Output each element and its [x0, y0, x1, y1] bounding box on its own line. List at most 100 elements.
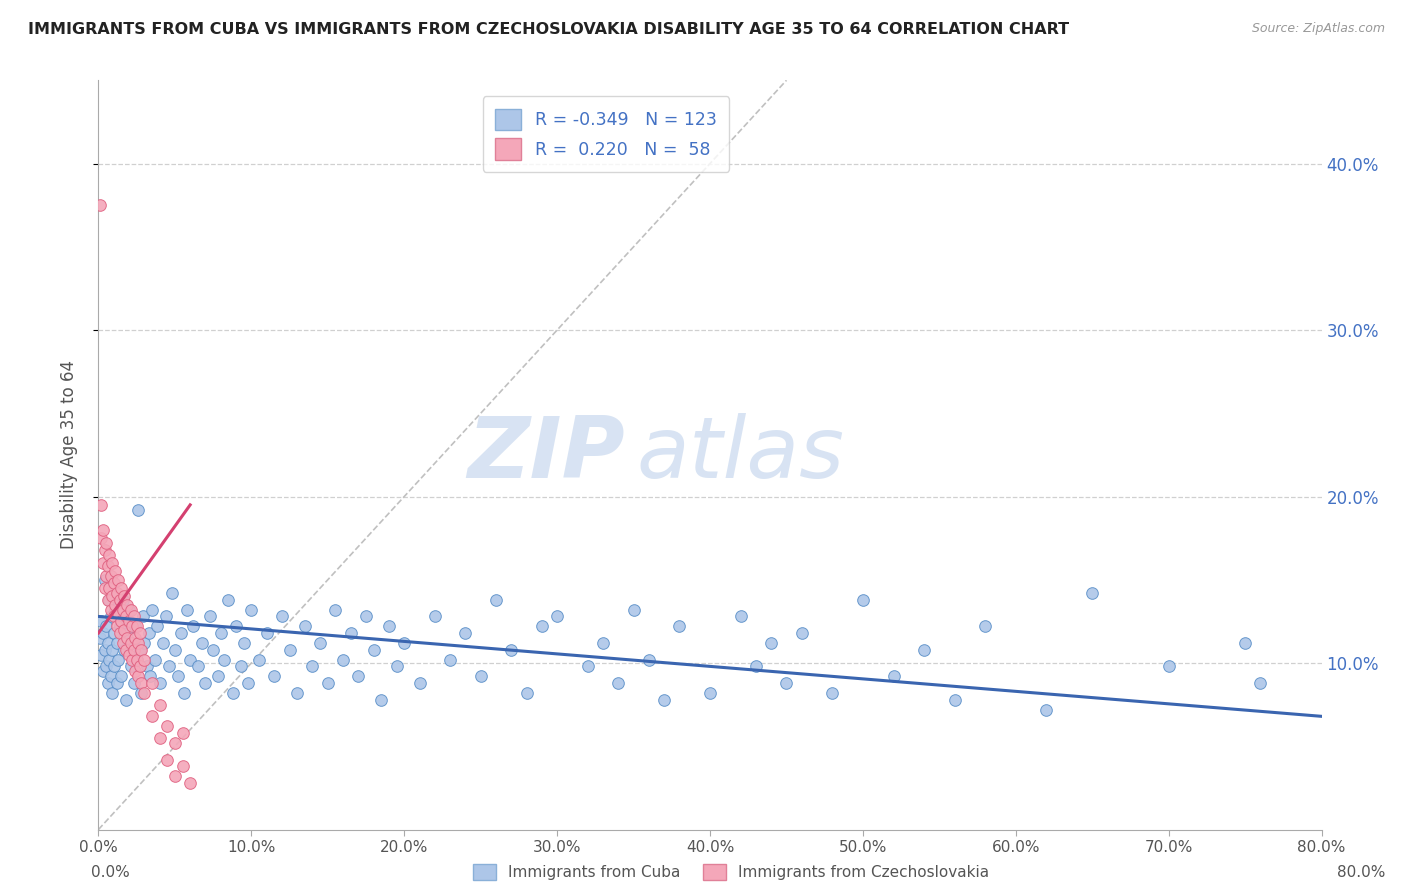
Point	[141, 603, 163, 617]
Point	[104, 598, 127, 612]
Point	[98, 581, 121, 595]
Legend: R = -0.349   N = 123, R =  0.220   N =  58: R = -0.349 N = 123, R = 0.220 N = 58	[484, 96, 730, 172]
Point	[181, 619, 204, 633]
Point	[378, 619, 401, 633]
Point	[101, 556, 124, 570]
Point	[163, 642, 186, 657]
Y-axis label: Disability Age 35 to 64: Disability Age 35 to 64	[59, 360, 77, 549]
Point	[112, 590, 135, 604]
Point	[118, 615, 141, 629]
Point	[111, 603, 134, 617]
Point	[108, 626, 131, 640]
Point	[974, 619, 997, 633]
Point	[470, 669, 492, 683]
Point	[94, 619, 117, 633]
Point	[89, 198, 111, 212]
Point	[212, 653, 235, 667]
Point	[101, 590, 124, 604]
Point	[385, 659, 408, 673]
Point	[363, 642, 385, 657]
Point	[912, 642, 935, 657]
Point	[143, 653, 166, 667]
Point	[278, 642, 301, 657]
Point	[217, 592, 239, 607]
Point	[225, 619, 247, 633]
Point	[91, 665, 114, 679]
Point	[172, 759, 194, 773]
Point	[115, 609, 138, 624]
Point	[98, 653, 121, 667]
Point	[90, 531, 112, 545]
Point	[115, 642, 138, 657]
Point	[127, 503, 149, 517]
Point	[156, 719, 179, 733]
Point	[103, 609, 125, 624]
Point	[125, 619, 148, 633]
Point	[222, 686, 245, 700]
Point	[103, 626, 125, 640]
Point	[127, 636, 149, 650]
Point	[238, 676, 260, 690]
Point	[501, 642, 523, 657]
Point	[124, 631, 146, 645]
Point	[325, 603, 347, 617]
Point	[668, 619, 690, 633]
Point	[392, 636, 416, 650]
Point	[167, 669, 190, 683]
Point	[1234, 636, 1257, 650]
Point	[301, 659, 323, 673]
Point	[125, 653, 148, 667]
Point	[122, 676, 145, 690]
Point	[91, 556, 114, 570]
Text: IMMIGRANTS FROM CUBA VS IMMIGRANTS FROM CZECHOSLOVAKIA DISABILITY AGE 35 TO 64 C: IMMIGRANTS FROM CUBA VS IMMIGRANTS FROM …	[28, 22, 1069, 37]
Point	[187, 659, 209, 673]
Point	[157, 659, 180, 673]
Point	[132, 609, 155, 624]
Text: 80.0%: 80.0%	[1337, 865, 1385, 880]
Point	[546, 609, 568, 624]
Point	[93, 581, 115, 595]
Point	[263, 669, 285, 683]
Point	[121, 636, 143, 650]
Point	[112, 642, 135, 657]
Point	[98, 548, 121, 562]
Point	[122, 609, 145, 624]
Point	[149, 676, 172, 690]
Point	[90, 498, 112, 512]
Point	[93, 542, 115, 557]
Point	[309, 636, 332, 650]
Point	[852, 592, 875, 607]
Point	[139, 669, 162, 683]
Point	[623, 603, 645, 617]
Point	[160, 586, 183, 600]
Point	[108, 592, 131, 607]
Point	[104, 603, 127, 617]
Point	[294, 619, 316, 633]
Point	[145, 619, 167, 633]
Point	[370, 692, 392, 706]
Point	[103, 659, 125, 673]
Point	[108, 619, 131, 633]
Point	[883, 669, 905, 683]
Point	[125, 653, 148, 667]
Point	[699, 686, 721, 700]
Point	[229, 659, 252, 673]
Text: 0.0%: 0.0%	[91, 865, 131, 880]
Point	[105, 676, 128, 690]
Point	[730, 609, 752, 624]
Point	[607, 676, 630, 690]
Point	[637, 653, 661, 667]
Point	[347, 669, 370, 683]
Point	[1035, 703, 1057, 717]
Text: atlas: atlas	[637, 413, 845, 497]
Point	[111, 636, 134, 650]
Point	[134, 653, 156, 667]
Point	[100, 569, 122, 583]
Point	[117, 626, 139, 640]
Point	[194, 676, 217, 690]
Point	[485, 592, 508, 607]
Legend: Immigrants from Cuba, Immigrants from Czechoslovakia: Immigrants from Cuba, Immigrants from Cz…	[472, 864, 990, 880]
Point	[240, 603, 263, 617]
Point	[439, 653, 461, 667]
Point	[105, 619, 128, 633]
